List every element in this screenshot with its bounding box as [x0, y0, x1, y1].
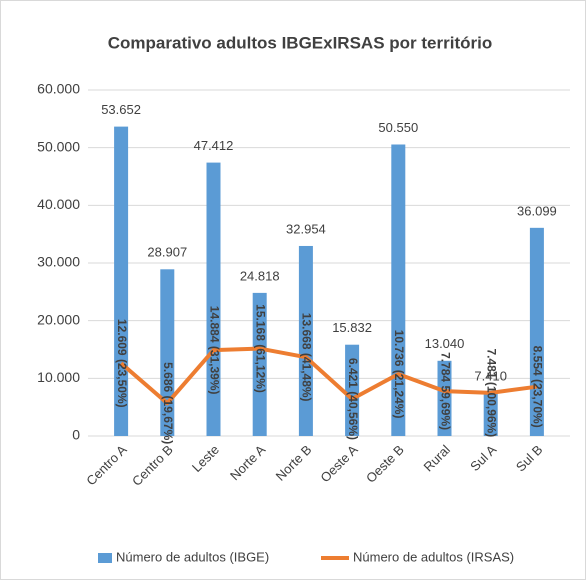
bar: [437, 360, 452, 436]
bar: [206, 162, 221, 436]
bar: [391, 144, 406, 436]
line-value-label: 10.736 (21,24%): [392, 330, 406, 419]
line-value-label: 13.668 (41,48%): [300, 313, 314, 402]
line: [119, 346, 538, 406]
legend-label: Número de adultos (IBGE): [116, 549, 269, 564]
bar: [252, 292, 267, 436]
line-value-label: 5.686 (19,67%): [161, 362, 175, 444]
line-value-label: 7.481 (100,96%): [485, 348, 499, 437]
bar: [114, 126, 129, 436]
legend-label: Número de adultos (IRSAS): [353, 549, 514, 564]
line-value-label: 12.609 (23,50%): [115, 319, 129, 408]
y-tick-label: 50.000: [37, 138, 80, 154]
bar: [529, 227, 544, 436]
chart-title: Comparativo adultos IBGExIRSAS por terri…: [108, 33, 492, 52]
bar-value-label: 47.412: [194, 138, 234, 153]
bar: [483, 393, 498, 436]
y-tick-label: 20.000: [37, 311, 80, 327]
bar: [160, 269, 175, 436]
line-value-label: 15.168 (61,12%): [254, 304, 268, 393]
y-tick-label: 30.000: [37, 254, 80, 270]
y-tick-label: 40.000: [37, 196, 80, 212]
bar: [298, 245, 313, 436]
line-value-label: 14.884 (31,39%): [207, 306, 221, 395]
bar-value-label: 32.954: [286, 221, 326, 236]
bar-value-label: 50.550: [378, 120, 418, 135]
bar-value-label: 7.410: [474, 369, 507, 384]
bar-value-label: 13.040: [425, 336, 465, 351]
y-tick-label: 60.000: [37, 81, 80, 97]
line-value-label: 8.554 (23,70%): [531, 346, 545, 428]
bar: [345, 344, 360, 436]
bar-value-label: 24.818: [240, 268, 280, 283]
bar-value-label: 36.099: [517, 203, 557, 218]
bar-value-label: 53.652: [101, 102, 141, 117]
bar-value-label: 28.907: [147, 245, 187, 260]
line-value-label: 7.784 59,69%): [438, 352, 452, 430]
y-tick-label: 10.000: [37, 369, 80, 385]
line-value-label: 6.421 (40,56%): [346, 358, 360, 440]
legend-swatch: [98, 553, 112, 563]
bar-value-label: 15.832: [332, 320, 372, 335]
y-tick-label: 0: [72, 427, 80, 443]
